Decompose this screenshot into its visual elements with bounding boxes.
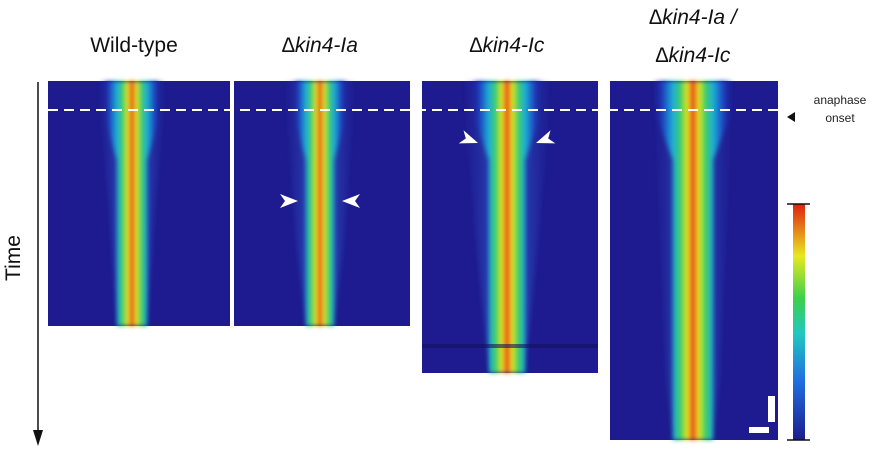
panel-title: ∆kin4-Ic <box>470 34 545 57</box>
panel-title: Wild-type <box>90 34 178 57</box>
panel-title: ∆kin4-Ia <box>282 34 358 57</box>
figure: Wild-type ∆kin4-Ia ∆kin4-Ic ∆kin4-Ia / ∆… <box>0 0 877 449</box>
kymographs <box>48 81 778 440</box>
colorbar <box>793 204 805 440</box>
time-arrow <box>33 430 43 446</box>
panel-title: ∆kin4-Ic <box>656 44 731 67</box>
pointer <box>787 112 795 122</box>
scale-bar <box>768 396 775 422</box>
annotation: anaphase <box>814 93 867 107</box>
axis-label: Time <box>2 235 25 281</box>
kymo-artifact <box>422 344 598 348</box>
annotation: onset <box>825 111 855 125</box>
scale-bar <box>749 427 769 433</box>
panel-title: ∆kin4-Ia / <box>649 6 739 29</box>
